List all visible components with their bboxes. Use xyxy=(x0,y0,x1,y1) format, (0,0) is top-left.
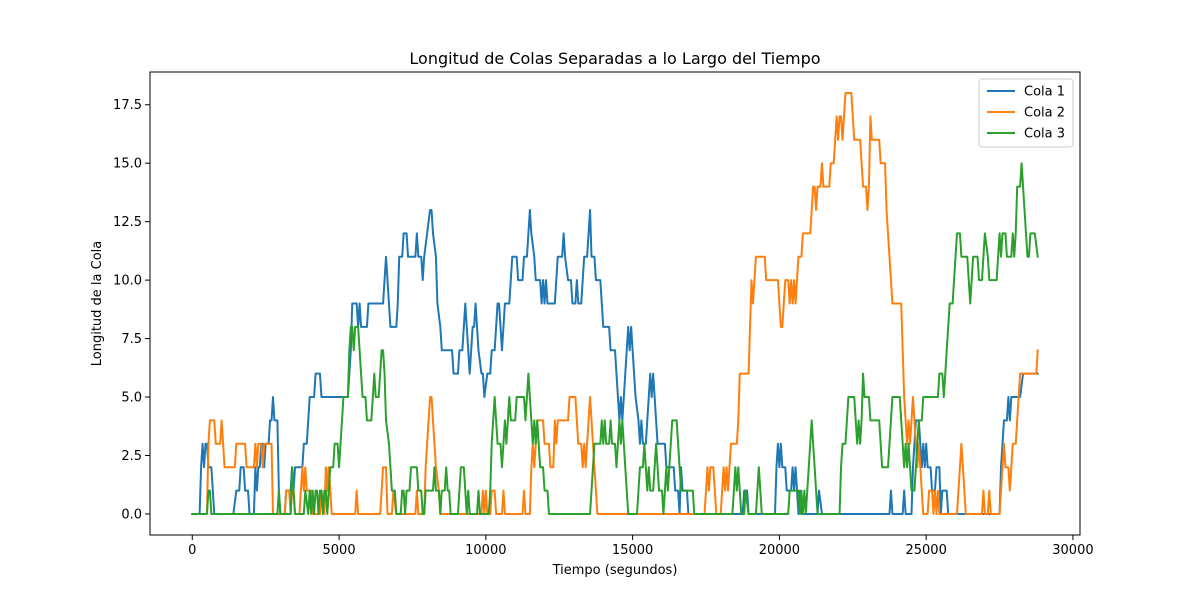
y-tick-label: 2.5 xyxy=(121,449,142,464)
chart-title: Longitud de Colas Separadas a lo Largo d… xyxy=(409,49,820,68)
x-axis-ticks: 0 5000 10000 15000 20000 25000 30000 xyxy=(188,535,1094,558)
y-tick-label: 0.0 xyxy=(121,507,142,522)
x-tick-label: 30000 xyxy=(1052,543,1093,558)
series-line-1 xyxy=(191,208,1039,515)
y-tick-label: 10.0 xyxy=(113,274,142,289)
legend-box xyxy=(978,78,1074,148)
plot-frame xyxy=(149,71,1081,536)
y-tick-label: 17.5 xyxy=(113,98,142,113)
x-tick-label: 5000 xyxy=(323,543,356,558)
x-tick-label: 15000 xyxy=(612,543,653,558)
series-layer xyxy=(191,92,1039,515)
x-tick-label: 20000 xyxy=(759,543,800,558)
y-tick-label: 15.0 xyxy=(113,157,142,172)
x-tick-label: 0 xyxy=(188,543,196,558)
y-tick-label: 7.5 xyxy=(121,332,142,347)
legend: Cola 1 Cola 2 Cola 3 xyxy=(978,78,1074,148)
y-tick-label: 12.5 xyxy=(113,215,142,230)
series-line-3 xyxy=(191,162,1039,515)
x-axis-label: Tiempo (segundos) xyxy=(552,563,678,578)
x-tick-label: 10000 xyxy=(465,543,506,558)
x-tick-label: 25000 xyxy=(905,543,946,558)
legend-label-3: Cola 3 xyxy=(1024,127,1065,142)
y-axis-label: Longitud de la Cola xyxy=(90,241,105,367)
y-axis-ticks: 0.0 2.5 5.0 7.5 10.0 12.5 15.0 17.5 xyxy=(113,98,150,522)
y-tick-label: 5.0 xyxy=(121,391,142,406)
legend-label-1: Cola 1 xyxy=(1024,85,1065,100)
legend-label-2: Cola 2 xyxy=(1024,106,1065,121)
